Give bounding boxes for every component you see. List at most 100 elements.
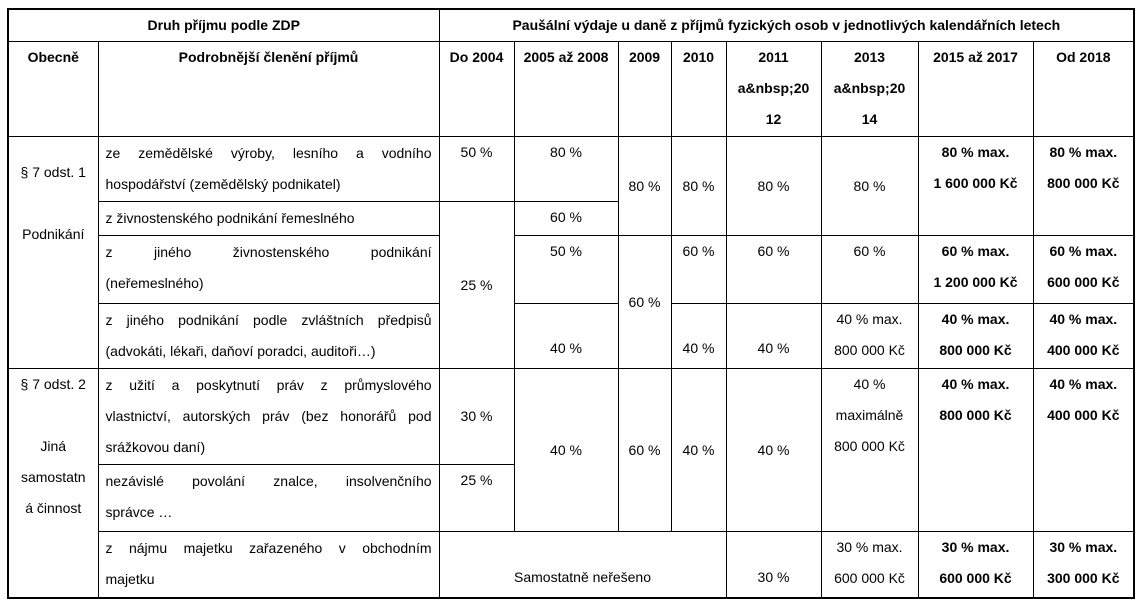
cell-r1-2013-2014: 80 %: [820, 136, 919, 236]
value-line: 1 600 000 Kč: [933, 175, 1018, 191]
table-body: § 7 odst. 1 Podnikání ze zemědělské výro…: [7, 136, 1135, 598]
value-line: 30 % max.: [836, 539, 903, 555]
header-2009: 2009: [617, 41, 672, 137]
desc-line: hospodářství (zemědělský podnikatel): [105, 176, 341, 192]
cell-r1-2009: 80 %: [617, 136, 672, 236]
income-group-par7-odst1: § 7 odst. 1 Podnikání: [7, 136, 99, 369]
desc-line: z jiného živnostenského podnikání: [105, 244, 432, 260]
header-2015-2017: 2015 až 2017: [917, 41, 1034, 137]
value-line: 600 000 Kč: [834, 570, 905, 586]
cell-r1-2005-2008: 80 %: [513, 136, 619, 202]
blank-line: [9, 400, 97, 431]
table-row: § 7 odst. 2 Jiná samostatn á činnost z u…: [7, 368, 1135, 598]
desc-line: z živnostenského podnikání řemeslného: [105, 210, 355, 226]
cell-r7-2015-2017: 30 % max. 600 000 Kč: [917, 531, 1034, 598]
cell-r5-2013-2014: 40 % maximálně 800 000 Kč: [820, 368, 919, 532]
table-row: z nájmu majetku zařazeného v obchodním m…: [8, 531, 1135, 598]
value-line: 400 000 Kč: [1047, 342, 1120, 358]
income-desc-special-regulations: z jiného podnikání podle zvláštních před…: [97, 303, 440, 369]
cell-r1-2010: 80 %: [670, 136, 727, 236]
cell-r4-2005-2008: 40 %: [513, 303, 619, 369]
desc-line: nezávislé povolání znalce, insolvenčního: [105, 473, 432, 489]
income-desc-industrial-property: z užití a poskytnutí práv z průmyslového…: [97, 368, 440, 465]
cell-r5-do2004: 30 %: [438, 368, 515, 465]
group-line: á činnost: [25, 500, 82, 516]
income-desc-business-property-rent: z nájmu majetku zařazeného v obchodním m…: [97, 531, 440, 598]
table-row: z jiného živnostenského podnikání (neřem…: [8, 235, 1135, 369]
value-line: 800 000 Kč: [939, 407, 1012, 423]
cell-r1-2011-2012: 80 %: [725, 136, 822, 236]
header-detailed-breakdown: Podrobnější členění příjmů: [97, 41, 440, 137]
header-2011-2012: 2011 a&nbsp;20 12: [725, 41, 822, 137]
value-line: 80 % max.: [941, 144, 1010, 160]
table-row: § 7 odst. 1 Podnikání ze zemědělské výro…: [7, 136, 1135, 369]
income-desc-other-trade: z jiného živnostenského podnikání (neřem…: [97, 235, 440, 304]
value-line: 80 % max.: [1049, 144, 1118, 160]
header-2005-2008: 2005 až 2008: [513, 41, 619, 137]
header-line: 2013: [853, 49, 886, 65]
header-from-2018: Od 2018: [1032, 41, 1135, 137]
desc-line: majetku: [105, 571, 155, 587]
value-line: 40 % max.: [1049, 311, 1118, 327]
income-desc-independent-profession: nezávislé povolání znalce, insolvenčního…: [97, 464, 440, 532]
group-line: Podnikání: [22, 226, 85, 242]
value-line: maximálně: [835, 407, 904, 423]
table-row: z jiného podnikání podle zvláštních před…: [8, 303, 1135, 369]
cell-r7-2013-2014: 30 % max. 600 000 Kč: [820, 531, 919, 598]
value-line: 40 % max.: [941, 376, 1010, 392]
value-line: 400 000 Kč: [1047, 407, 1120, 423]
header-line: a&nbsp;20: [833, 80, 906, 96]
desc-line: (neřemeslného): [105, 275, 204, 291]
value-line: 60 % max.: [941, 243, 1010, 259]
desc-line: z nájmu majetku zařazeného v obchodním: [105, 540, 432, 556]
value-line: 600 000 Kč: [939, 570, 1012, 586]
cell-r1-2015-2017: 80 % max. 1 600 000 Kč: [917, 136, 1034, 236]
income-desc-craft-trade: z živnostenského podnikání řemeslného: [97, 201, 440, 236]
group-line: samostatn: [20, 469, 86, 485]
cell-r1-od2018: 80 % max. 800 000 Kč: [1032, 136, 1135, 236]
cell-r3-2009: 60 %: [617, 235, 672, 369]
group-line: Jiná: [40, 438, 67, 454]
desc-line: srážkovou daní): [105, 439, 206, 455]
blank-line: [9, 188, 97, 219]
cell-r3-2010: 60 %: [670, 235, 727, 304]
document-page: { "table": { "h1": { "left": "Druh příjm…: [0, 8, 1140, 609]
value-line: 800 000 Kč: [939, 342, 1012, 358]
cell-r5-2015-2017: 40 % max. 800 000 Kč: [917, 368, 1034, 532]
cell-r2-do2004: 25 %: [438, 201, 515, 369]
table-header: Druh příjmu podle ZDP Paušální výdaje u …: [7, 8, 1135, 137]
value-line: 40 % max.: [941, 311, 1010, 327]
header-row-2: Obecně Podrobnější členění příjmů Do 200…: [7, 41, 1135, 137]
header-general: Obecně: [7, 41, 99, 137]
value-line: 800 000 Kč: [834, 438, 905, 454]
cell-r3-od2018: 60 % max. 600 000 Kč: [1032, 235, 1135, 304]
cell-r5-2011-2012: 40 %: [725, 368, 822, 532]
group-line: § 7 odst. 1: [20, 164, 86, 180]
cell-r1-do2004: 50 %: [438, 136, 515, 202]
cell-r2-2005-2008: 60 %: [513, 201, 619, 236]
cell-r5-2009: 60 %: [617, 368, 672, 532]
cell-r5-2005-2008: 40 %: [513, 368, 619, 532]
cell-r7-merged-not-addressed: Samostatně neřešeno: [438, 531, 727, 598]
value-line: 40 % max.: [836, 311, 903, 327]
cell-r7-2011-2012: 30 %: [725, 531, 822, 598]
value-line: 40 % max.: [1049, 376, 1118, 392]
value-line: 30 % max.: [941, 539, 1010, 555]
value-line: 800 000 Kč: [834, 342, 905, 358]
desc-line: vlastnictví, autorských práv (bez honorá…: [105, 408, 432, 424]
cell-r7-od2018: 30 % max. 300 000 Kč: [1032, 531, 1135, 598]
cell-r3-2013-2014: 60 %: [820, 235, 919, 304]
value-line: 60 % max.: [1049, 243, 1118, 259]
cell-r5-od2018: 40 % max. 400 000 Kč: [1032, 368, 1135, 532]
value-line: 800 000 Kč: [1047, 175, 1120, 191]
flat-rate-expenses-table: Druh příjmu podle ZDP Paušální výdaje u …: [7, 8, 1136, 599]
header-line: 14: [861, 111, 878, 127]
cell-r3-2011-2012: 60 %: [725, 235, 822, 304]
cell-r4-od2018: 40 % max. 400 000 Kč: [1032, 303, 1135, 369]
cell-r4-2011-2012: 40 %: [725, 303, 822, 369]
desc-line: (advokáti, lékaři, daňoví poradci, audit…: [105, 343, 376, 359]
table-row: nezávislé povolání znalce, insolvenčního…: [8, 464, 1134, 532]
cell-r5-2010: 40 %: [670, 368, 727, 532]
header-2013-2014: 2013 a&nbsp;20 14: [820, 41, 919, 137]
value-line: 1 200 000 Kč: [933, 274, 1018, 290]
